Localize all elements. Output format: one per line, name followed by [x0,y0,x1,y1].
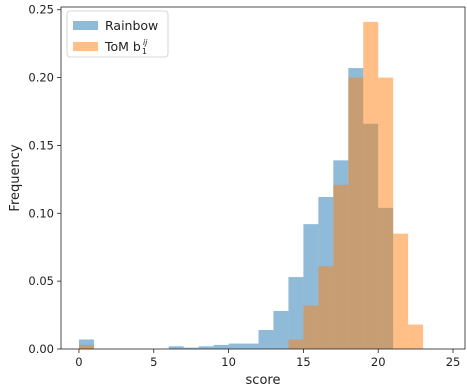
x-tick-label: 10 [221,355,236,369]
axes-layer: 0 5 10 15 20 25 0.00 0.05 0.10 0.15 0.20 0.25 [28,3,466,369]
tom-b-bar [378,77,394,350]
tom-b-bar [408,324,424,349]
plot-frame [60,6,466,350]
rainbow-bar [183,347,199,349]
x-tick-label: 0 [75,355,82,369]
y-tick-label: 0.10 [28,206,54,220]
legend-swatch-rainbow [73,21,98,30]
rainbow-bar [273,311,289,349]
tom-b-bar [78,344,94,349]
tom-b-bar [303,305,319,349]
rainbow-bar [258,330,274,349]
tom-b-bar [348,77,364,350]
tom-b-bar [288,339,304,349]
rainbow-bar [243,343,259,349]
tom-b-bar [393,233,409,349]
rainbow-bar [228,343,244,349]
x-axis-label: score [246,373,281,388]
legend-label-tom-b: ToM b1ij [104,38,148,56]
rainbow-bar [198,346,214,349]
y-axis-label: Frequency [8,144,23,211]
x-tick-label: 15 [296,355,311,369]
y-tick-label: 0.25 [28,3,54,17]
tom-b-bar [318,266,334,349]
bars-layer [78,21,424,350]
x-tick-label: 25 [446,355,461,369]
legend: Rainbow ToM b1ij [66,10,169,58]
rainbow-bar [168,346,184,349]
tom-b-bar [363,21,379,350]
rainbow-bar [78,339,94,349]
rainbow-bar [288,277,304,349]
rainbow-bar [213,344,229,349]
x-tick-label: 5 [150,355,157,369]
y-tick-label: 0.00 [28,342,54,356]
x-tick-label: 20 [371,355,386,369]
y-tick-label: 0.05 [28,274,54,288]
legend-swatch-tom-b [73,42,98,51]
y-tick-label: 0.20 [28,71,54,85]
tom-b-bar [333,184,349,349]
legend-label-rainbow: Rainbow [105,18,158,33]
y-tick-label: 0.15 [28,138,54,152]
